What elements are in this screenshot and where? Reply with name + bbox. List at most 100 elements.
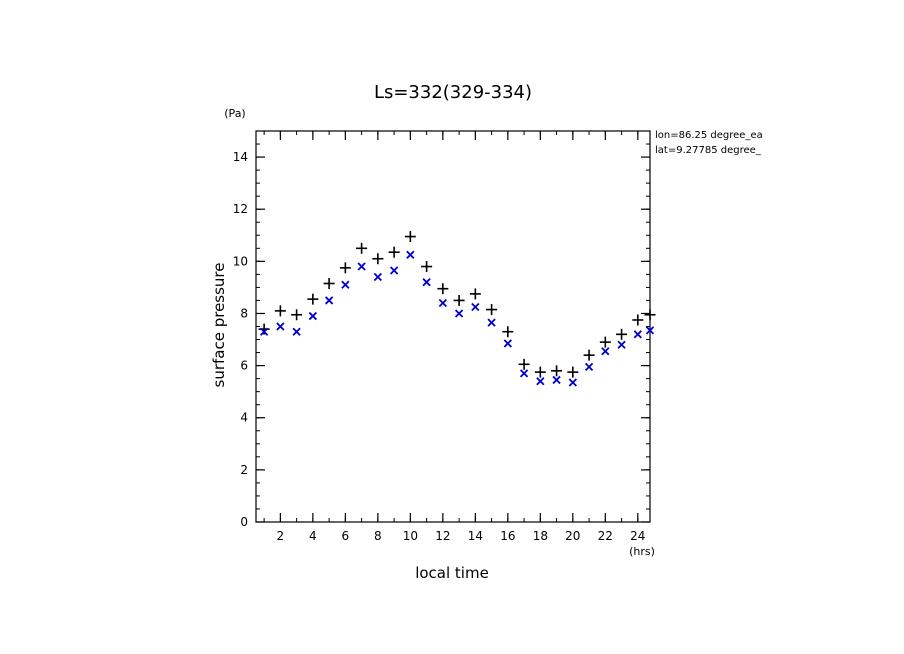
plus-marker (437, 283, 449, 295)
cross-marker-stroke (519, 369, 529, 378)
cross-marker (584, 362, 594, 372)
plus-marker (502, 326, 514, 338)
plus-marker (356, 242, 368, 254)
cross-marker (601, 347, 610, 356)
cross-marker-stroke (471, 302, 480, 312)
plus-marker (486, 304, 498, 316)
cross-marker (276, 322, 285, 331)
cross-marker (422, 278, 431, 287)
plus-marker (404, 231, 416, 243)
y-tick-label: 14 (233, 150, 248, 164)
y-tick-label: 4 (240, 411, 248, 425)
cross-marker (568, 378, 577, 387)
cross-marker-stroke (324, 296, 334, 305)
cross-marker (454, 309, 464, 318)
x-tick-label: 20 (565, 529, 580, 543)
plus-marker (583, 349, 595, 361)
cross-marker (308, 311, 318, 321)
cross-marker-stroke (645, 326, 655, 335)
plus-marker (518, 358, 530, 370)
cross-marker (633, 330, 642, 339)
y-tick-label: 6 (240, 359, 248, 373)
x-tick-label: 10 (403, 529, 418, 543)
plus-marker (339, 262, 351, 274)
cross-marker-stroke (503, 339, 512, 348)
cross-marker (357, 262, 366, 271)
plus-marker (599, 336, 611, 348)
cross-marker-stroke (276, 322, 285, 331)
cross-marker-stroke (438, 298, 447, 308)
cross-marker-stroke (584, 362, 594, 372)
plus-marker (453, 294, 465, 306)
plus-marker (372, 253, 384, 265)
plus-marker (632, 314, 644, 326)
cross-marker (373, 272, 382, 282)
chart-title: Ls=332(329-334) (374, 82, 532, 103)
cross-marker-stroke (568, 378, 577, 387)
plus-marker (644, 309, 656, 321)
cross-marker-stroke (259, 327, 269, 336)
x-tick-label: 22 (598, 529, 613, 543)
plus-marker (307, 293, 319, 305)
cross-marker (406, 250, 415, 259)
plus-marker (551, 365, 563, 377)
plus-marker (421, 261, 433, 273)
cross-marker-stroke (633, 330, 642, 339)
cross-marker (259, 327, 269, 336)
x-tick-label: 24 (630, 529, 645, 543)
x-unit-label: (hrs) (629, 545, 655, 558)
cross-marker-stroke (422, 278, 431, 287)
cross-marker-stroke (357, 262, 366, 271)
cross-marker (552, 375, 561, 385)
cross-marker-stroke (292, 327, 301, 336)
cross-marker (617, 340, 626, 349)
x-tick-label: 18 (533, 529, 548, 543)
plus-marker (323, 277, 335, 289)
x-tick-label: 2 (277, 529, 285, 543)
cross-marker (645, 326, 655, 335)
x-tick-label: 16 (500, 529, 515, 543)
cross-marker (536, 377, 545, 386)
annotation-lon: lon=86.25 degree_ea (655, 130, 763, 141)
cross-marker-stroke (454, 309, 464, 318)
y-tick-label: 10 (233, 254, 248, 268)
cross-marker (519, 369, 529, 378)
cross-marker (324, 296, 334, 305)
plot-frame (255, 130, 651, 523)
plus-marker (616, 328, 628, 340)
cross-marker-stroke (341, 280, 350, 289)
cross-marker-stroke (617, 340, 626, 349)
plus-marker (274, 305, 286, 317)
x-tick-label: 14 (468, 529, 483, 543)
x-tick-label: 6 (342, 529, 350, 543)
plus-marker (534, 366, 546, 378)
annotation-lat: lat=9.27785 degree_ (655, 145, 762, 156)
cross-marker-stroke (308, 311, 318, 321)
data-markers (258, 231, 656, 387)
x-tick-label: 4 (309, 529, 317, 543)
cross-marker (389, 266, 399, 275)
x-tick-label: 8 (374, 529, 382, 543)
plus-marker (469, 288, 481, 300)
cross-marker-stroke (373, 272, 382, 282)
cross-marker (292, 327, 301, 336)
cross-marker (471, 302, 480, 312)
y-tick-label: 2 (240, 463, 248, 477)
cross-marker (438, 298, 447, 308)
cross-marker-stroke (389, 266, 399, 275)
plus-marker (567, 366, 579, 378)
y-axis-label: surface pressure (210, 263, 228, 388)
y-tick-label: 12 (233, 202, 248, 216)
plus-marker (388, 246, 400, 258)
cross-marker-stroke (406, 250, 415, 259)
cross-marker (503, 339, 512, 348)
y-tick-label: 0 (240, 515, 248, 529)
cross-marker-stroke (536, 377, 545, 386)
x-axis-label: local time (415, 564, 489, 582)
x-tick-label: 12 (435, 529, 450, 543)
cross-marker-stroke (552, 375, 561, 385)
cross-marker-stroke (487, 318, 496, 327)
y-unit-label: (Pa) (224, 107, 245, 120)
